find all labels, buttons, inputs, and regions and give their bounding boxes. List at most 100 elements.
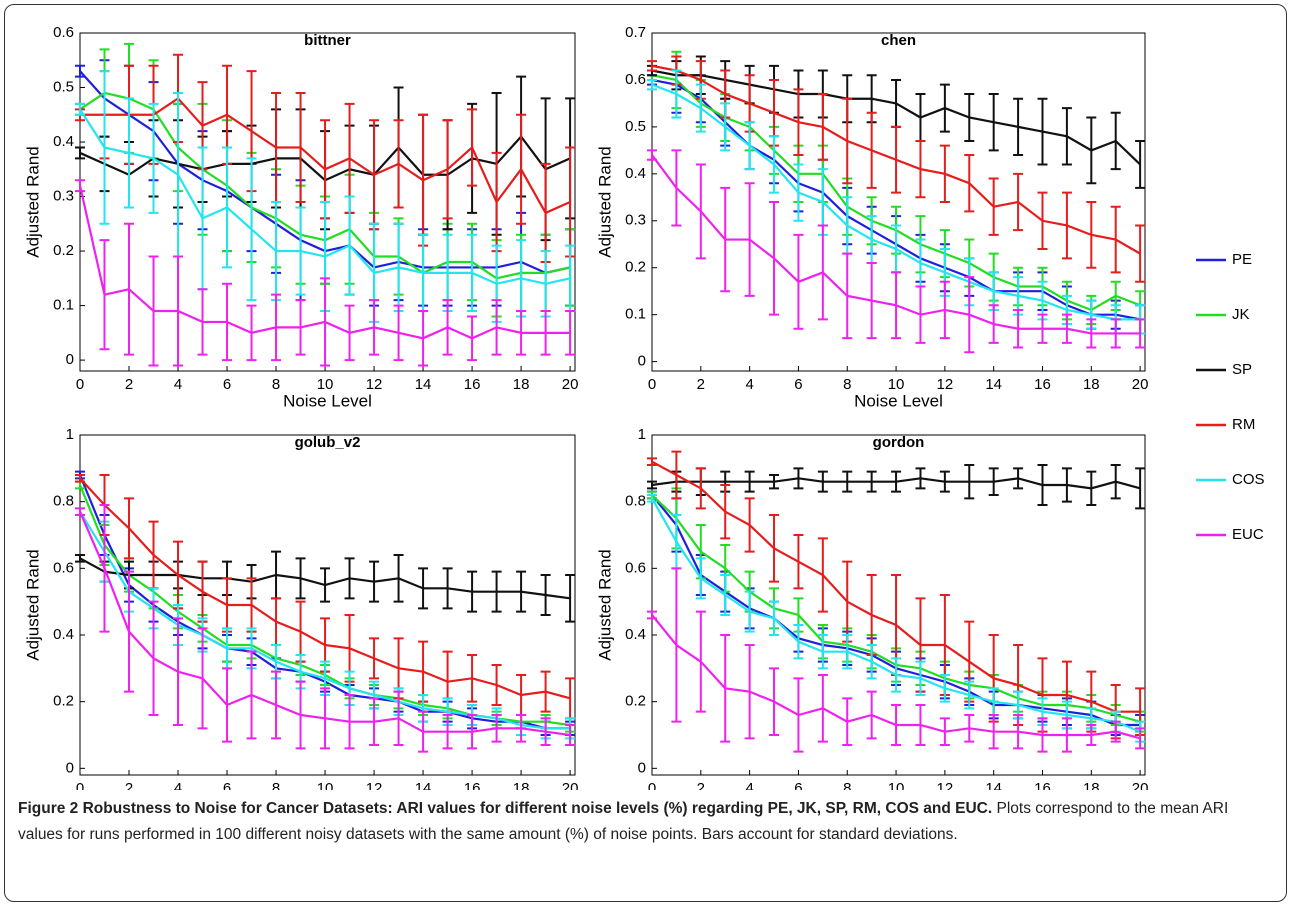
- figure: 0 2 4 6 8 10 12 14 16 18 2000.10.20.30.40.50.6Nois…: [23, 24, 1265, 790]
- series-line: [651, 460, 1141, 713]
- y-tick-label: 1: [638, 426, 646, 443]
- error-bar: [1135, 318, 1146, 349]
- subplot-title: chen: [881, 32, 916, 49]
- x-tick-label: 2: [697, 376, 705, 393]
- x-tick-label: 14: [415, 780, 432, 790]
- series-line: [79, 511, 571, 730]
- x-tick-label: 6: [223, 780, 231, 790]
- y-tick-label: 0.2: [625, 259, 646, 276]
- y-tick-label: 0: [638, 759, 646, 776]
- x-tick-label: 16: [1034, 780, 1051, 790]
- legend-label: RM: [1232, 416, 1255, 433]
- x-tick-label: 0: [648, 376, 656, 393]
- axes-box: [79, 32, 576, 372]
- y-tick-label: 0.8: [53, 493, 74, 510]
- x-tick-label: 4: [174, 376, 182, 393]
- x-tick-label: 8: [843, 780, 851, 790]
- x-tick-label: 8: [843, 376, 851, 393]
- x-tick-label: 0: [648, 780, 656, 790]
- series-line: [79, 108, 571, 285]
- x-tick-label: 2: [697, 780, 705, 790]
- series-line: [651, 154, 1141, 335]
- legend-label: PE: [1232, 251, 1252, 268]
- series-line: [78, 511, 571, 737]
- x-tick-label: 0: [76, 376, 84, 393]
- x-tick-label: 6: [794, 780, 802, 790]
- caption-title: Robustness to Noise for Cancer Datasets:…: [82, 800, 993, 817]
- y-tick-label: 0.2: [53, 693, 74, 710]
- x-tick-label: 16: [464, 780, 481, 790]
- x-tick-label: 10: [888, 780, 905, 790]
- series-line: [78, 185, 571, 340]
- x-tick-label: 20: [1132, 780, 1149, 790]
- y-tick-label: 0.2: [625, 693, 646, 710]
- series-line: [651, 477, 1141, 490]
- subplot: 0 2 4 6 8 10 12 14 16 18 20 0 0.1 0.2 0.3 0.4 0.5 0.6 0.7 N…: [595, 24, 1148, 411]
- figure-frame: [4, 4, 1287, 902]
- x-tick-label: 12: [937, 780, 954, 790]
- series-line: [80, 96, 571, 215]
- y-tick-label: 0.8: [625, 493, 646, 510]
- series-line: [651, 83, 1141, 321]
- x-tick-label: 8: [272, 780, 280, 790]
- x-tick-label: 12: [366, 780, 383, 790]
- x-tick-label: 10: [317, 780, 334, 790]
- y-axis-label: Adjusted Rand: [23, 146, 42, 258]
- legend-label: COS: [1232, 471, 1265, 488]
- y-tick-label: 0: [66, 351, 74, 368]
- y-tick-label: 0: [66, 759, 74, 776]
- y-tick-label: 0.5: [625, 118, 646, 135]
- x-tick-label: 14: [985, 780, 1002, 790]
- x-tick-label: 2: [125, 376, 133, 393]
- x-tick-label: 10: [317, 376, 334, 393]
- y-tick-label: 0.2: [53, 242, 74, 259]
- y-tick-label: 0.5: [53, 78, 74, 95]
- error-bar: [1135, 224, 1146, 283]
- subplot-title: golub_v2: [295, 434, 361, 451]
- series-line: [79, 557, 571, 600]
- series-line: [651, 497, 1141, 733]
- y-tick-label: 1: [66, 426, 74, 443]
- x-tick-label: 16: [1034, 376, 1051, 393]
- x-tick-label: 18: [513, 780, 530, 790]
- y-axis-label: Adjusted Rand: [595, 549, 614, 661]
- x-tick-label: 18: [513, 376, 530, 393]
- x-tick-label: 4: [745, 780, 753, 790]
- legend-label: SP: [1232, 361, 1252, 378]
- x-tick-label: 6: [223, 376, 231, 393]
- y-tick-label: 0.4: [53, 133, 74, 150]
- y-tick-label: 0.6: [53, 559, 74, 576]
- x-tick-label: 0: [76, 780, 84, 790]
- x-tick-label: 20: [562, 780, 579, 790]
- y-tick-label: 0.4: [53, 626, 74, 643]
- x-tick-label: 12: [937, 376, 954, 393]
- y-axis-label: Adjusted Rand: [595, 146, 614, 258]
- y-tick-label: 0.1: [625, 306, 646, 323]
- y-tick-label: 0.4: [625, 165, 646, 182]
- caption: Figure 2 Robustness to Noise for Cancer …: [18, 796, 1273, 848]
- y-tick-label: 0.3: [625, 212, 646, 229]
- x-tick-label: 18: [1083, 376, 1100, 393]
- subplot-title: bittner: [304, 32, 351, 49]
- x-tick-label: 14: [415, 376, 432, 393]
- subplot-title: gordon: [873, 434, 925, 451]
- legend-label: JK: [1232, 306, 1250, 323]
- subplot: 0 2 4 6 8 10 12 14 16 18 20 0 0.1 0.2 0.3 0.4 0.5 0.6 Nois…: [23, 24, 578, 411]
- y-tick-label: 0.6: [53, 24, 74, 41]
- y-tick-label: 0.6: [625, 559, 646, 576]
- series-line: [79, 477, 571, 700]
- error-bar: [647, 457, 657, 466]
- error-bar: [1135, 467, 1146, 510]
- x-tick-label: 20: [1132, 376, 1149, 393]
- x-tick-label: 12: [366, 376, 383, 393]
- series-line: [651, 64, 1141, 255]
- y-tick-label: 0.4: [625, 626, 646, 643]
- x-tick-label: 8: [272, 376, 280, 393]
- x-tick-label: 4: [745, 376, 753, 393]
- y-tick-label: 0.3: [53, 188, 74, 205]
- x-axis-label: Noise Level: [283, 391, 372, 410]
- y-tick-label: 0.7: [625, 24, 646, 41]
